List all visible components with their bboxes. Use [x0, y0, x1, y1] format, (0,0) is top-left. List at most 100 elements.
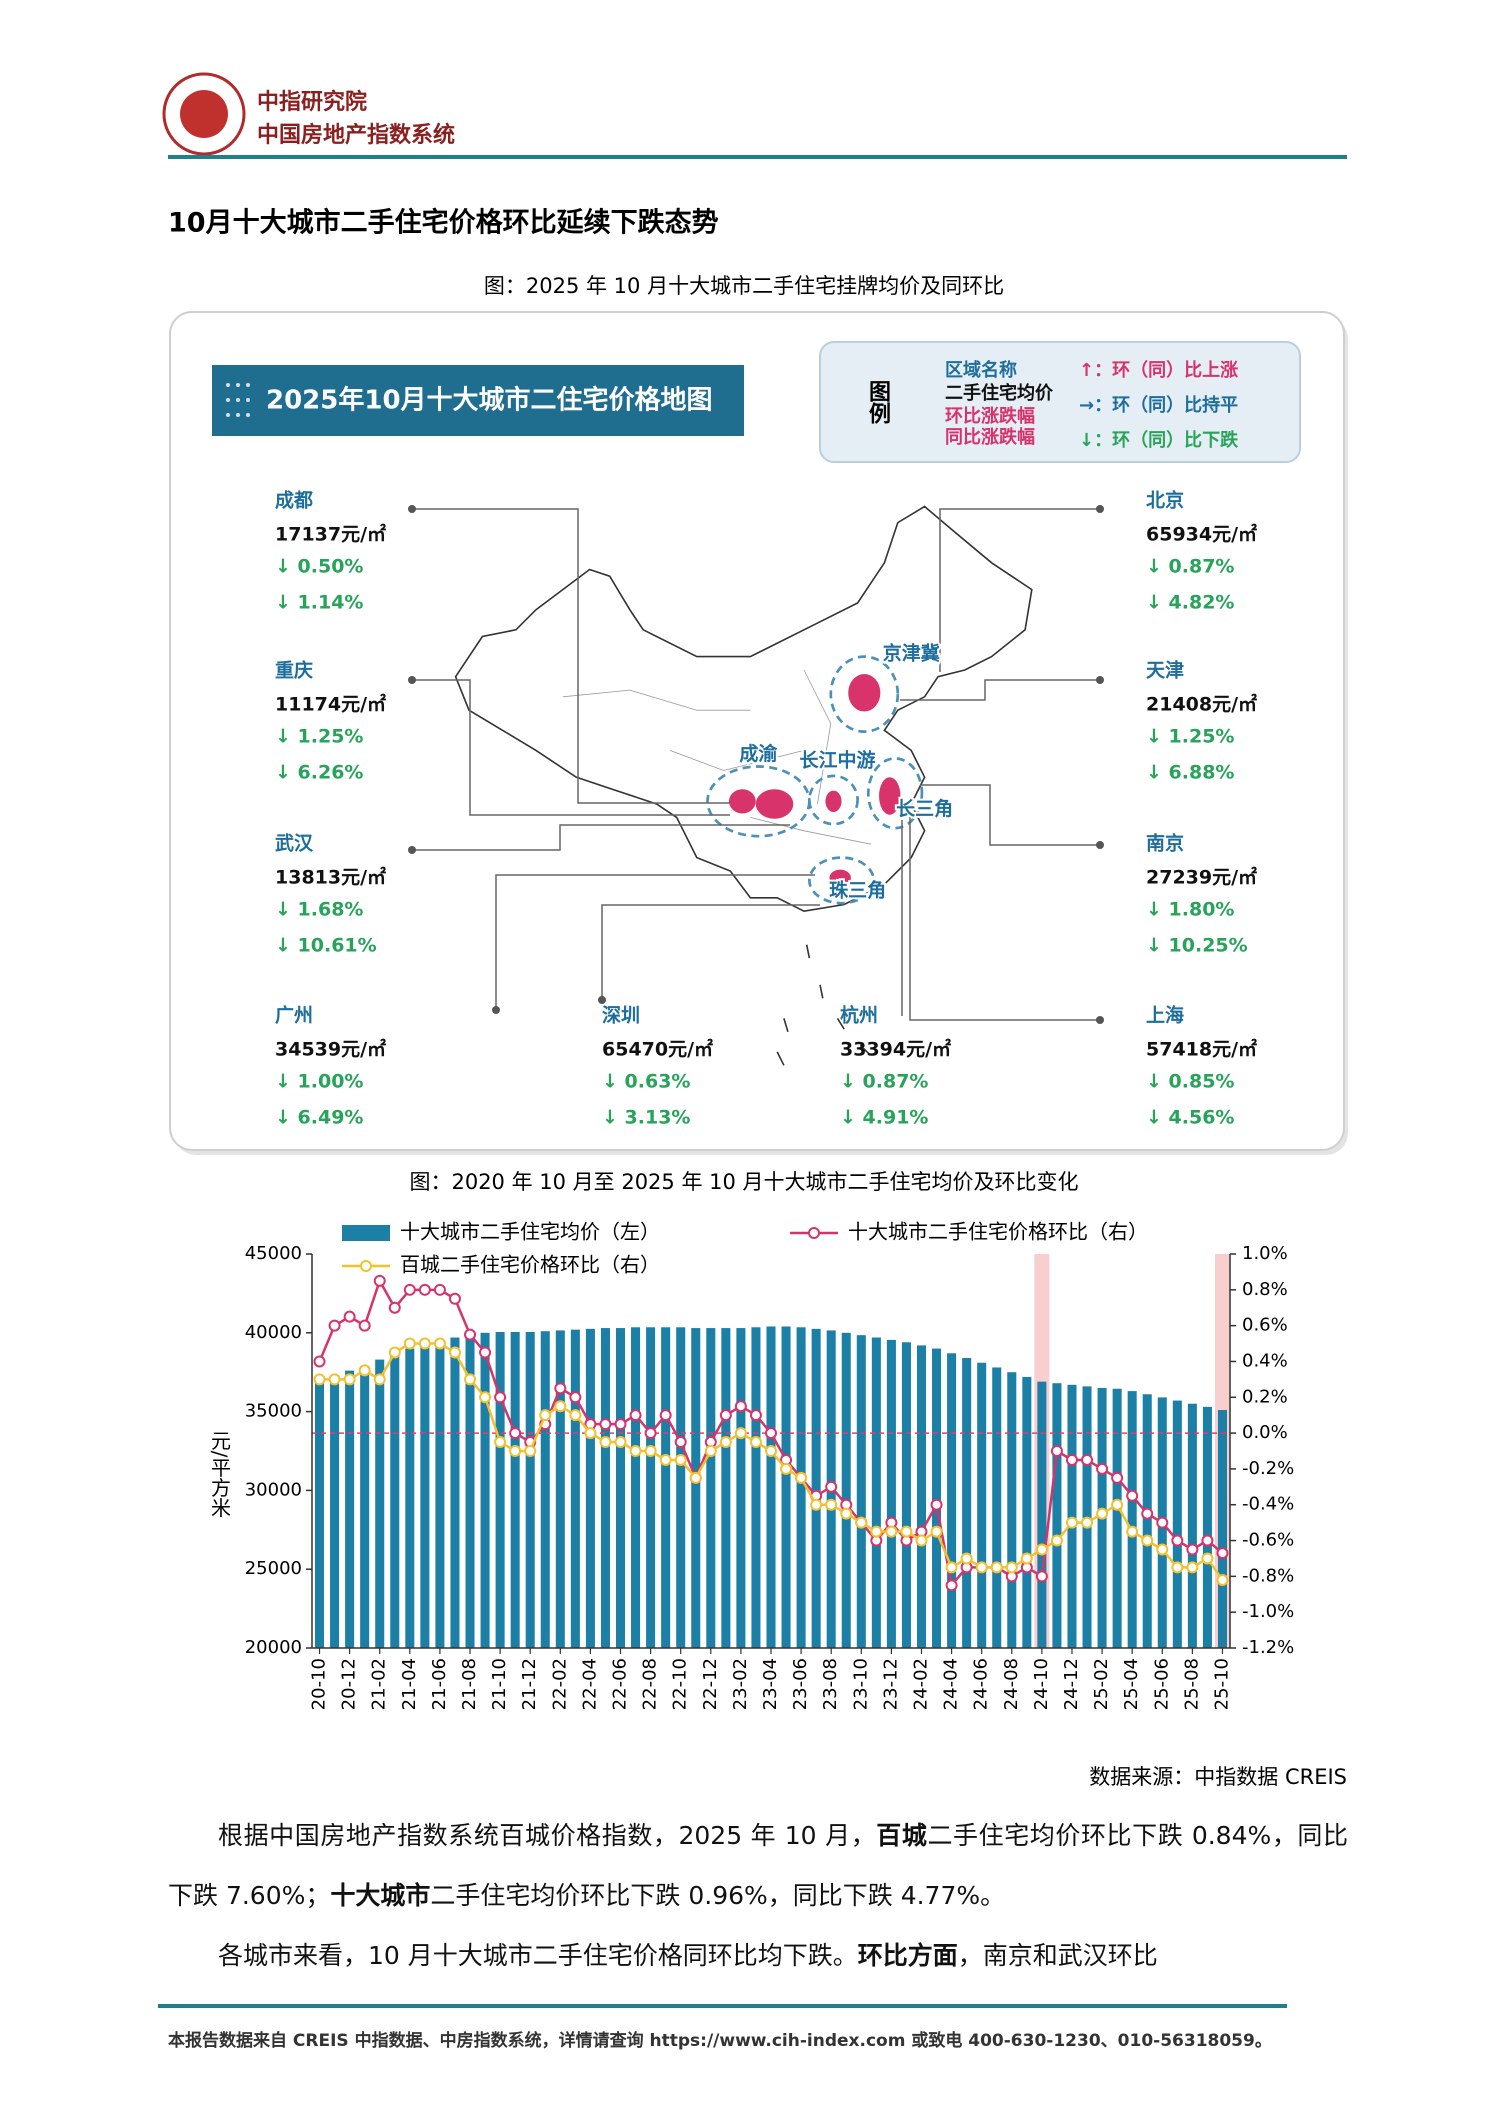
- point: [1050, 1534, 1063, 1547]
- system-name: 中国房地产指数系统: [257, 122, 455, 148]
- point: [689, 1471, 702, 1484]
- y2-tick-label: -0.2%: [1242, 1458, 1294, 1479]
- city-name: 天津: [1146, 659, 1184, 682]
- city-mom: ↓ 0.50%: [275, 556, 363, 578]
- x-tick-label: 23-02: [730, 1658, 751, 1710]
- point: [388, 1346, 401, 1359]
- bar: [932, 1348, 942, 1648]
- bar: [841, 1332, 851, 1648]
- point: [1156, 1516, 1169, 1529]
- point: [599, 1436, 612, 1449]
- point: [1141, 1534, 1154, 1547]
- city-mom: ↓ 0.63%: [602, 1071, 690, 1093]
- point: [1081, 1516, 1094, 1529]
- point: [1216, 1547, 1229, 1560]
- legend-item: 二手住宅均价: [945, 382, 1054, 404]
- figure-caption: 图：2020 年 10 月至 2025 年 10 月十大城市二手住宅均价及环比变…: [409, 1170, 1078, 1194]
- city-mom: ↓ 0.87%: [1146, 556, 1234, 578]
- city-yoy: ↓ 4.56%: [1146, 1107, 1234, 1129]
- city-price: 27239元/㎡: [1146, 866, 1257, 889]
- legend-item: 环比涨跌幅: [945, 405, 1035, 427]
- point: [765, 1427, 777, 1440]
- logo-ring: [162, 72, 246, 156]
- point: [448, 1346, 461, 1359]
- point: [1065, 1516, 1078, 1529]
- city-yoy: ↓ 6.49%: [275, 1107, 363, 1129]
- sea-islands: [776, 944, 869, 1066]
- point: [990, 1561, 1003, 1574]
- legend-swatch: [808, 1227, 820, 1239]
- legend-key: ↑：环（同）比上涨: [1079, 360, 1238, 381]
- y2-tick-label: -0.6%: [1242, 1530, 1294, 1551]
- point: [358, 1364, 371, 1377]
- bar: [315, 1380, 325, 1648]
- bar: [510, 1332, 520, 1648]
- y2-tick-label: 0.8%: [1242, 1279, 1288, 1300]
- y-tick-label: 45000: [245, 1243, 302, 1264]
- region-label: 珠三角: [829, 879, 886, 902]
- bar: [947, 1353, 957, 1648]
- point: [855, 1516, 868, 1529]
- city-yoy: ↓ 4.91%: [840, 1107, 928, 1129]
- x-tick-label: 22-12: [700, 1658, 721, 1710]
- point: [719, 1436, 732, 1449]
- x-tick-label: 23-12: [880, 1658, 901, 1710]
- x-tick-label: 23-06: [790, 1658, 811, 1710]
- point: [795, 1471, 808, 1484]
- y2-tick-label: 0.6%: [1242, 1315, 1288, 1336]
- point: [1186, 1561, 1199, 1574]
- point: [509, 1427, 522, 1440]
- x-tick-label: 24-10: [1031, 1658, 1052, 1710]
- bar: [886, 1339, 896, 1648]
- city-name: 重庆: [275, 659, 313, 682]
- point: [313, 1373, 326, 1386]
- x-tick-label: 21-04: [399, 1658, 420, 1710]
- bar: [1112, 1388, 1122, 1648]
- y-tick-label: 25000: [245, 1558, 302, 1579]
- bar: [721, 1328, 731, 1648]
- city-name: 北京: [1146, 489, 1184, 512]
- point: [659, 1453, 672, 1466]
- bar: [1187, 1403, 1197, 1648]
- point: [388, 1301, 401, 1314]
- bar: [360, 1365, 370, 1648]
- city-price: 13813元/㎡: [275, 866, 386, 889]
- point: [945, 1561, 958, 1574]
- bar: [600, 1328, 610, 1648]
- city-price: 21408元/㎡: [1146, 693, 1257, 716]
- text-run: 十大城市: [330, 1881, 431, 1910]
- x-tick-label: 23-10: [850, 1658, 871, 1710]
- bar: [1037, 1381, 1047, 1648]
- bar: [631, 1327, 641, 1648]
- city-name: 杭州: [840, 1004, 878, 1027]
- point: [734, 1427, 747, 1440]
- bar: [992, 1367, 1002, 1648]
- x-tick-label: 20-10: [309, 1658, 330, 1710]
- point: [1126, 1489, 1139, 1502]
- legend-swatch: [360, 1260, 372, 1272]
- bar: [330, 1375, 340, 1648]
- y2-tick-label: -1.2%: [1242, 1637, 1294, 1658]
- point: [704, 1445, 717, 1457]
- point: [840, 1507, 853, 1520]
- point: [749, 1436, 762, 1449]
- point: [433, 1283, 446, 1296]
- point: [885, 1525, 898, 1538]
- point: [1065, 1453, 1078, 1466]
- x-tick-label: 25-02: [1091, 1658, 1112, 1710]
- point: [1171, 1534, 1184, 1547]
- region-label: 京津冀: [883, 641, 940, 664]
- point: [1096, 1507, 1109, 1520]
- city-name: 广州: [275, 1004, 313, 1027]
- bar: [390, 1353, 400, 1648]
- point: [464, 1373, 477, 1386]
- city-yoy: ↓ 6.88%: [1146, 762, 1234, 784]
- city-price: 33394元/㎡: [840, 1038, 951, 1061]
- point: [343, 1310, 356, 1323]
- legend-key: ↓：环（同）比下跌: [1079, 429, 1239, 451]
- banner-dots: [226, 383, 250, 417]
- x-tick-label: 25-08: [1181, 1658, 1202, 1710]
- bar: [405, 1348, 415, 1648]
- bar: [1007, 1372, 1017, 1648]
